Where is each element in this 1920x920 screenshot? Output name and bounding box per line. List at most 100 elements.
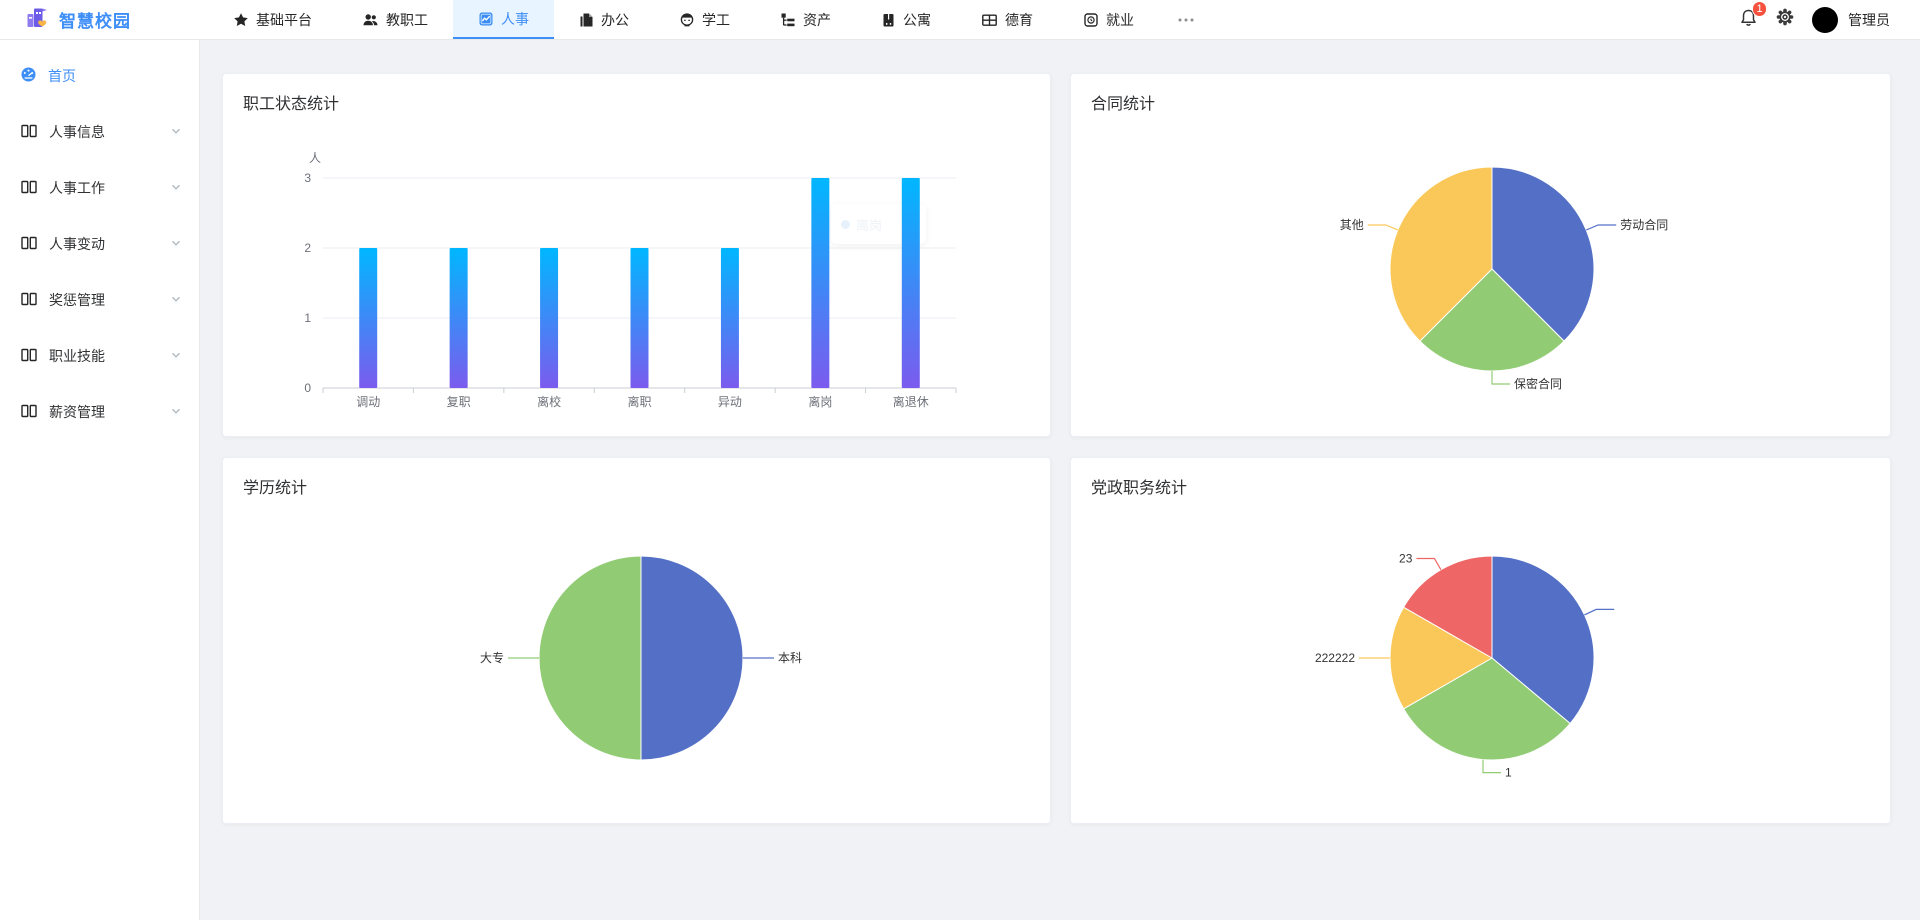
clock-box-icon [1083,12,1099,28]
sidebar-item-hr-change[interactable]: 人事变动 [0,216,199,272]
document-icon [579,12,594,28]
book-icon [20,403,38,422]
nav-item-label: 公寓 [903,11,931,28]
svg-text:0: 0 [304,381,311,395]
nav-item-label: 学工 [702,11,730,28]
nav-item-staff[interactable]: 教职工 [337,0,453,39]
building-icon [881,12,896,28]
chevron-down-icon [169,124,183,141]
card-contract-stats: 合同统计 劳动合同保密合同 其他 [1070,73,1891,437]
sidebar-item-label: 薪资管理 [49,404,105,420]
user-avatar[interactable] [1812,6,1838,33]
card-title-party-position: 党政职务统计 [1091,480,1188,497]
svg-text:离岗: 离岗 [808,394,832,409]
sidebar-item-vocational-skill[interactable]: 职业技能 [0,328,199,384]
book-icon [20,347,38,366]
chevron-down-icon [169,236,183,253]
star-icon [233,12,249,28]
bell-icon [1739,8,1758,32]
student-icon [679,12,695,28]
book-icon [20,123,38,142]
sidebar-item-reward-punishment[interactable]: 奖惩管理 [0,272,199,328]
app-logo[interactable]: 智慧校园 [0,4,190,35]
svg-text:2: 2 [304,241,311,255]
svg-text:人: 人 [309,151,321,165]
svg-text:保密合同: 保密合同 [1514,376,1562,391]
ellipsis-icon [1177,12,1195,28]
people-icon [362,12,379,28]
nav-item-student-affairs[interactable]: 学工 [654,0,755,39]
nav-item-office[interactable]: 办公 [554,0,654,39]
svg-text:1: 1 [304,311,311,325]
svg-text:离职: 离职 [627,394,651,409]
notification-badge: 1 [1752,0,1767,17]
svg-text:其他: 其他 [1340,218,1364,232]
asset-tree-icon [780,12,796,28]
card-education-stats: 学历统计 本科 大专 [222,457,1051,824]
book-icon [20,291,38,310]
nav-item-assets[interactable]: 资产 [755,0,856,39]
chevron-down-icon [169,180,183,197]
chevron-down-icon [169,404,183,421]
nav-item-base-platform[interactable]: 基础平台 [208,0,337,39]
sidebar-item-label: 首页 [48,68,76,84]
card-title-staff-status: 职工状态统计 [243,96,340,113]
top-nav-tabs: 基础平台 教职工 人事 办公 学工 资产 公寓 德育 就业 [208,0,1213,39]
nav-item-employment[interactable]: 就业 [1058,0,1159,39]
nav-item-moral-education[interactable]: 德育 [956,0,1058,39]
sidebar-item-home[interactable]: 首页 [0,48,199,104]
svg-text:离退休: 离退休 [893,394,929,409]
chevron-down-icon [169,348,183,365]
svg-text:本科: 本科 [778,651,802,665]
hr-app-icon [478,11,494,27]
sidebar-item-label: 奖惩管理 [49,292,105,308]
top-nav: 智慧校园 基础平台 教职工 人事 办公 学工 资产 公寓 德育 就业 1 [0,0,1920,40]
grid-window-icon [981,12,998,28]
tooltip-category: 离岗 [856,217,883,233]
svg-text:调动: 调动 [356,395,380,409]
book-icon [20,235,38,254]
nav-item-apartment[interactable]: 公寓 [856,0,956,39]
sidebar-item-label: 人事工作 [49,180,105,196]
campus-logo-icon [24,4,50,35]
svg-text:1: 1 [1505,766,1512,780]
card-party-position-stats: 党政职务统计 1 222222 23 [1070,457,1891,824]
nav-item-label: 就业 [1106,11,1134,28]
sidebar-item-salary[interactable]: 薪资管理 [0,384,199,440]
sidebar-item-label: 人事变动 [49,236,105,252]
settings-button[interactable] [1776,8,1794,31]
svg-text:3: 3 [304,171,311,185]
nav-more-button[interactable] [1159,0,1213,39]
dashboard-icon [20,66,37,86]
sidebar-item-hr-info[interactable]: 人事信息 [0,104,199,160]
nav-item-label: 基础平台 [256,11,312,28]
card-title-education: 学历统计 [243,480,308,497]
username-label: 管理员 [1848,11,1890,28]
sidebar-item-hr-work[interactable]: 人事工作 [0,160,199,216]
notifications-button[interactable]: 1 [1739,0,1767,32]
svg-text:大专: 大专 [480,650,504,665]
svg-text:离校: 离校 [537,394,561,409]
nav-item-label: 教职工 [386,11,428,28]
svg-text:222222: 222222 [1315,651,1355,665]
tooltip-series-dot [841,219,850,229]
sidebar-item-label: 职业技能 [49,348,105,364]
book-icon [20,179,38,198]
nav-item-label: 办公 [601,11,629,28]
nav-item-label: 人事 [501,10,529,27]
app-title: 智慧校园 [59,12,131,31]
top-nav-right: 1 管理员 [1739,0,1920,33]
chevron-down-icon [169,292,183,309]
card-title-contract: 合同统计 [1091,96,1156,113]
nav-item-hr[interactable]: 人事 [453,0,554,39]
gear-icon [1776,8,1794,31]
svg-text:异动: 异动 [718,395,742,409]
svg-text:复职: 复职 [447,395,471,409]
sidebar-item-label: 人事信息 [49,124,105,140]
nav-item-label: 德育 [1005,11,1033,28]
svg-text:23: 23 [1399,552,1413,566]
svg-text:劳动合同: 劳动合同 [1620,217,1668,232]
nav-item-label: 资产 [803,11,831,28]
